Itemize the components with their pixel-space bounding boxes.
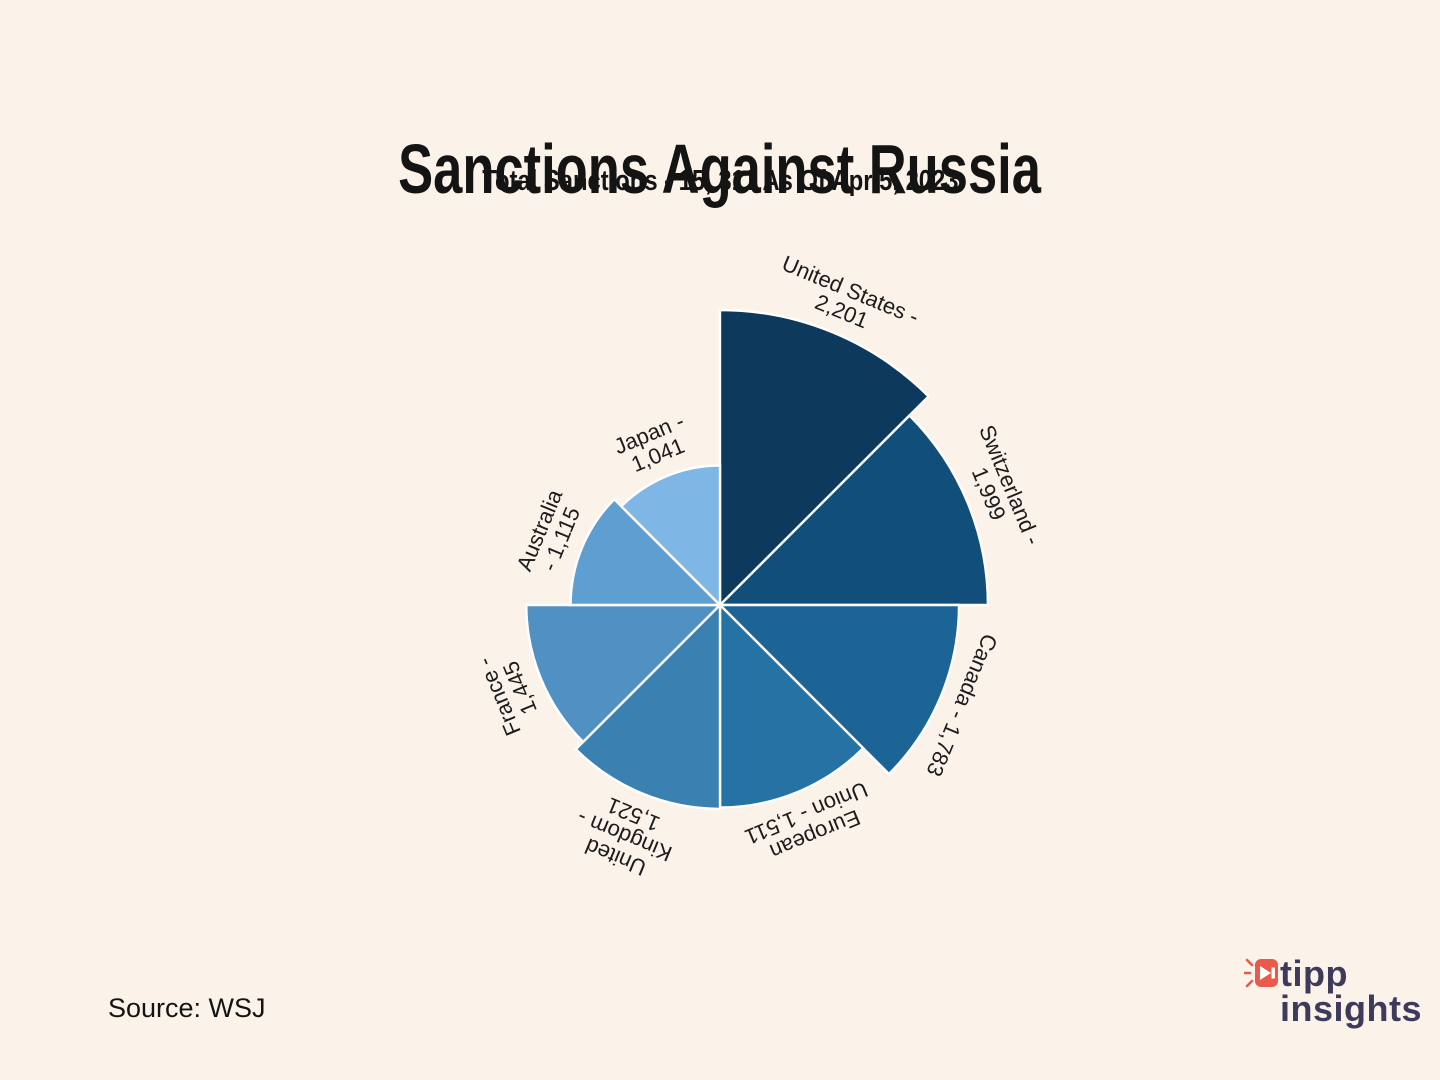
- brand-logo: tipp insights: [1243, 952, 1422, 1027]
- page-subtitle-text: Total Sanctions - 15, 311 As Of Apr 5, 2…: [481, 165, 959, 197]
- wedge-european-union: [718, 602, 865, 809]
- page-subtitle: Total Sanctions - 15, 311 As Of Apr 5, 2…: [0, 165, 1440, 198]
- brand-word-insights: insights: [1279, 988, 1422, 1029]
- megaphone-icon-arrow: [1259, 966, 1271, 980]
- page-title: Sanctions Against Russia: [0, 129, 1440, 209]
- brand-logo-row2: insights: [1280, 991, 1422, 1027]
- wedge-united-kingdom: [574, 602, 722, 811]
- source-credit: Source: WSJ: [108, 993, 266, 1023]
- megaphone-icon: [1243, 958, 1278, 988]
- brand-word-tipp: tipp: [1279, 952, 1348, 994]
- page-title-text: Sanctions Against Russia: [398, 129, 1042, 208]
- wedge-japan: [619, 464, 722, 608]
- wedge-france: [525, 603, 723, 744]
- wedge-switzerland: [717, 413, 990, 607]
- wedge-canada: [717, 603, 961, 776]
- brand-logo-row1: tipp: [1243, 952, 1422, 994]
- wedge-united-states: [718, 308, 931, 608]
- wedge-australia: [569, 497, 723, 607]
